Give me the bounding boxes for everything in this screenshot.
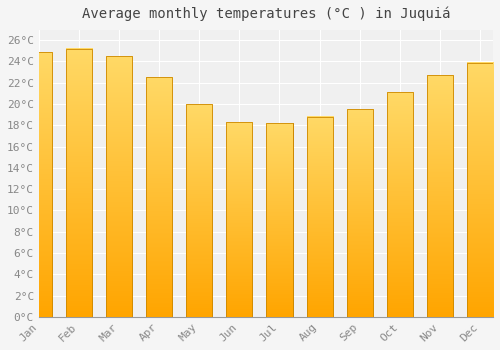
Bar xyxy=(106,56,132,317)
Bar xyxy=(387,92,413,317)
Bar xyxy=(427,75,453,317)
Bar xyxy=(346,109,372,317)
Bar xyxy=(266,123,292,317)
Bar xyxy=(306,117,332,317)
Bar xyxy=(66,49,92,317)
Bar xyxy=(66,49,92,317)
Bar xyxy=(186,104,212,317)
Bar xyxy=(226,122,252,317)
Bar xyxy=(146,77,172,317)
Bar xyxy=(266,123,292,317)
Bar xyxy=(467,63,493,317)
Bar xyxy=(146,77,172,317)
Bar xyxy=(427,75,453,317)
Bar xyxy=(26,52,52,317)
Bar xyxy=(26,52,52,317)
Title: Average monthly temperatures (°C ) in Juquiá: Average monthly temperatures (°C ) in Ju… xyxy=(82,7,450,21)
Bar xyxy=(387,92,413,317)
Bar xyxy=(106,56,132,317)
Bar xyxy=(306,117,332,317)
Bar xyxy=(467,63,493,317)
Bar xyxy=(186,104,212,317)
Bar xyxy=(226,122,252,317)
Bar xyxy=(346,109,372,317)
